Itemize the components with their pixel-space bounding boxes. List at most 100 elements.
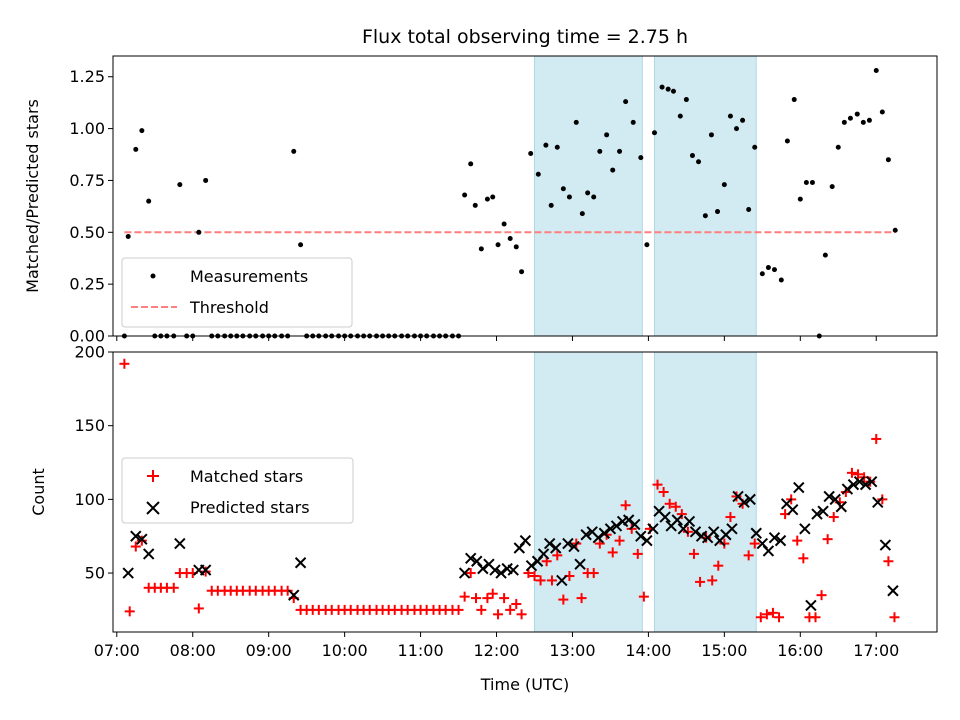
predicted-star-point — [288, 589, 300, 601]
measurement-point — [133, 146, 139, 152]
predicted-star-point — [477, 562, 489, 575]
matched-star-point — [853, 469, 864, 480]
measurement-point — [854, 111, 860, 117]
matched-star-point — [459, 591, 470, 602]
legend-matched-label: Matched stars — [190, 467, 303, 486]
matched-star-point — [168, 582, 179, 593]
matched-star-point — [761, 609, 772, 620]
measurement-point — [879, 109, 885, 115]
matched-star-point — [546, 575, 557, 586]
predicted-star-point — [610, 520, 623, 532]
counts-legend: Matched stars Predicted stars — [121, 457, 354, 524]
predicted-star-point — [294, 557, 307, 569]
measurement-point — [721, 182, 727, 188]
matched-star-point — [576, 593, 587, 604]
measurement-point — [784, 138, 790, 144]
measurement-point — [560, 186, 566, 192]
matched-star-point — [471, 593, 482, 604]
measurement-point — [771, 267, 777, 273]
predicted-star-point — [805, 599, 817, 612]
predicted-star-point — [793, 481, 805, 494]
predicted-star-point — [744, 493, 756, 506]
x-tick-label: 16:00 — [777, 641, 823, 660]
matched-star-point — [846, 467, 857, 478]
matched-star-point — [865, 476, 876, 487]
legend-threshold-label: Threshold — [189, 298, 269, 317]
measurement-point — [490, 194, 496, 200]
predicted-star-point — [768, 531, 781, 544]
y-tick-label: 0.75 — [69, 171, 105, 190]
counts-panel: 50 100 150 200 07:00 08:00 09:00 10:00 11:00 12:… — [29, 343, 938, 694]
predicted-star-point — [525, 559, 538, 572]
counts-y-axis-label: Count — [29, 468, 48, 516]
measurement-point — [513, 244, 519, 250]
predicted-star-point — [786, 503, 799, 516]
matched-star-point — [871, 433, 882, 444]
x-tick-label: 10:00 — [322, 641, 368, 660]
matched-star-point — [487, 588, 498, 599]
ratio-panel-frame — [112, 55, 938, 337]
matched-star-point — [588, 568, 599, 579]
shaded-interval-2 — [653, 55, 757, 337]
measurement-point — [809, 180, 815, 186]
predicted-star-point — [174, 537, 186, 550]
measurement-point — [835, 144, 841, 150]
measurement-point — [803, 180, 809, 186]
shaded-interval-1 — [533, 55, 643, 337]
measurement-point — [715, 209, 721, 215]
measurement-point — [841, 119, 847, 125]
measurement-point — [892, 227, 898, 233]
predicted-star-point — [853, 475, 866, 488]
measurement-point — [765, 265, 771, 271]
predicted-star-point — [879, 539, 892, 551]
measurement-point — [702, 213, 708, 219]
predicted-star-point — [671, 514, 683, 526]
measurement-point — [644, 242, 650, 248]
measurement-point — [617, 148, 623, 154]
matched-star-point — [713, 560, 724, 571]
x-tick-label: 13:00 — [549, 641, 595, 660]
measurement-point — [829, 184, 835, 190]
y-tick-label: 100 — [74, 490, 105, 509]
ratio-x-ticks — [116, 336, 877, 341]
measurement-point — [573, 119, 579, 125]
predicted-star-point — [592, 531, 604, 544]
predicted-star-point — [568, 540, 580, 553]
matched-star-point — [516, 609, 527, 620]
ratio-y-axis: 0.00 0.25 0.50 0.75 1.00 1.25 — [69, 67, 113, 346]
measurement-point — [752, 144, 758, 150]
measurement-point — [468, 161, 474, 167]
predicted-star-point — [659, 511, 671, 523]
matched-star-point — [749, 538, 760, 549]
matched-star-point — [136, 535, 147, 546]
predicted-star-point — [629, 518, 641, 531]
measurement-point — [696, 159, 702, 165]
predicted-star-point — [847, 478, 860, 491]
matched-star-point — [200, 566, 211, 577]
matched-star-point — [883, 556, 894, 567]
matched-star-point — [607, 547, 618, 558]
predicted-star-point — [835, 501, 848, 513]
measurement-point — [597, 148, 603, 154]
shaded-interval-2 — [653, 351, 757, 633]
measurement-point — [203, 177, 209, 183]
predicted-star-point — [841, 483, 854, 495]
matched-star-point — [731, 491, 742, 502]
matched-star-point — [620, 500, 631, 511]
measurement-point — [659, 84, 665, 90]
measurement-point — [535, 171, 541, 177]
x-tick-label: 08:00 — [170, 641, 216, 660]
measurement-point — [610, 167, 616, 173]
matched-star-point — [707, 575, 718, 586]
matched-star-point — [493, 609, 504, 620]
predicted-star-point — [762, 545, 775, 557]
measurement-point — [791, 97, 797, 103]
predicted-star-point — [708, 526, 720, 538]
matched-star-point — [755, 612, 766, 623]
matched-star-point — [558, 594, 569, 605]
matched-star-point — [529, 571, 540, 581]
legend-predicted-label: Predicted stars — [190, 498, 310, 517]
matched-star-point — [552, 550, 563, 561]
predicted-star-point — [641, 534, 653, 547]
predicted-star-point — [495, 567, 507, 579]
